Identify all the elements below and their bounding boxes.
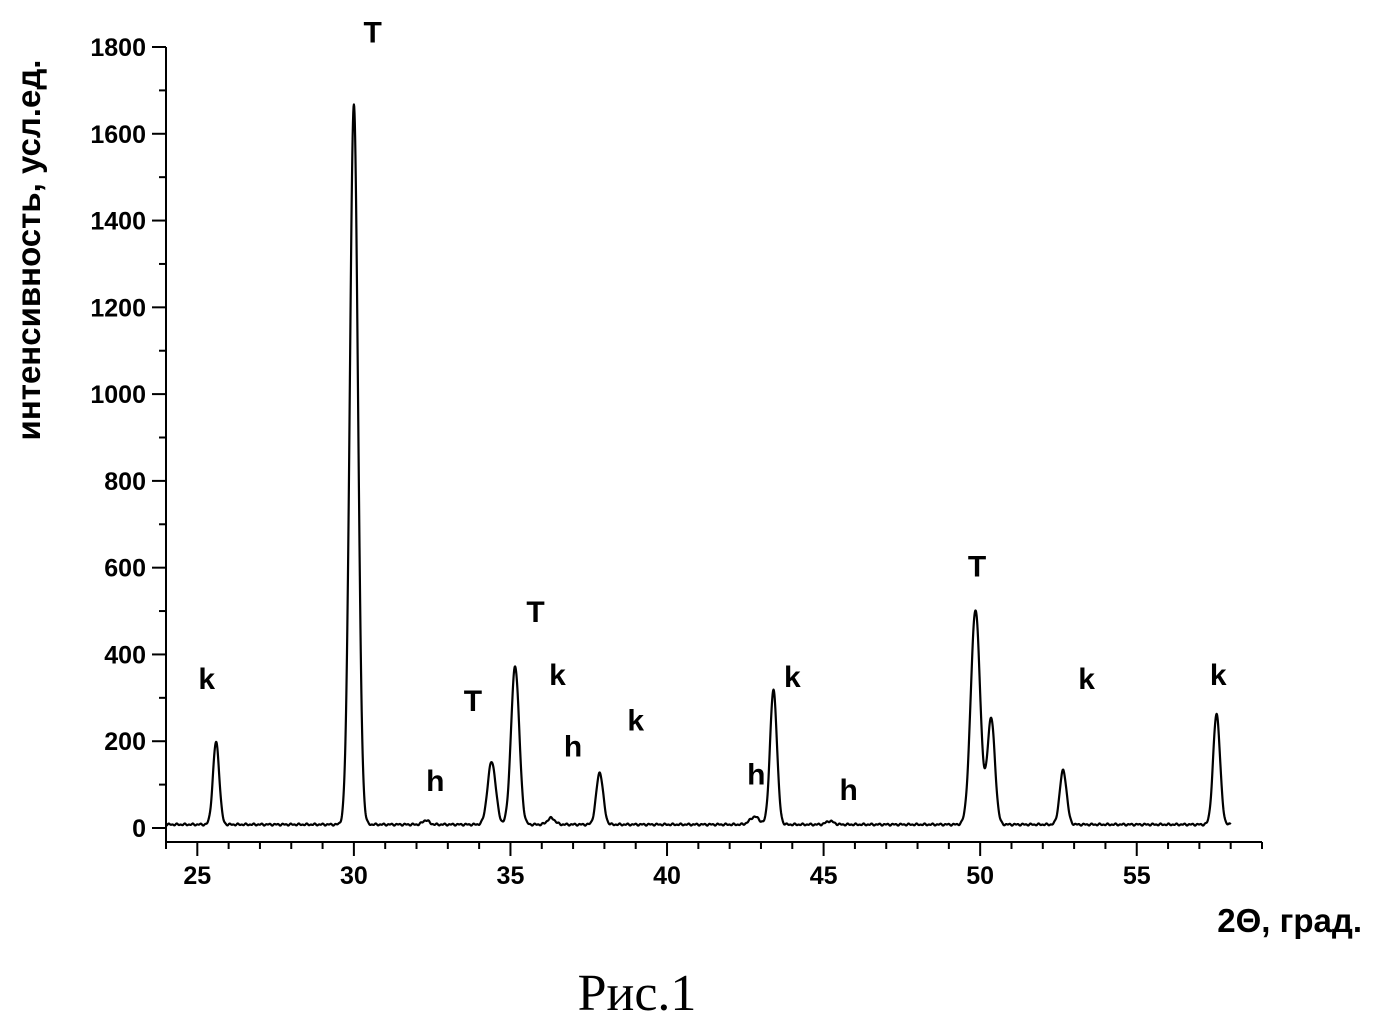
y-tick-label: 0 <box>132 815 146 843</box>
diffraction-pattern-line <box>165 103 1232 827</box>
x-axis-title: 2Θ, град. <box>1217 902 1362 939</box>
peak-label: h <box>747 759 765 792</box>
peak-label: k <box>627 704 644 737</box>
peak-label: h <box>426 765 444 798</box>
peak-annotations: Tk h T Tk h k h k h Tk k <box>198 17 1226 807</box>
x-tick-label: 25 <box>183 862 211 890</box>
y-axis-ticks: 0 200 400 600 800 1000 1200 1400 1600 1800 <box>90 34 166 843</box>
figure-caption: Рис.1 <box>578 965 697 1022</box>
y-tick-label: 1400 <box>90 208 146 236</box>
peak-label: k <box>784 661 801 694</box>
y-tick-label: 1600 <box>90 121 146 149</box>
plot-frame <box>165 47 1262 843</box>
peak-label: T <box>364 17 382 50</box>
x-tick-label: 30 <box>340 862 368 890</box>
y-tick-label: 1200 <box>90 294 146 322</box>
y-tick-label: 200 <box>104 728 146 756</box>
x-axis-ticks: 25 30 35 40 45 50 55 <box>165 842 1263 890</box>
peak-label: h <box>564 730 582 763</box>
peak-label: T <box>968 550 986 583</box>
x-tick-label: 35 <box>497 862 525 890</box>
peak-label: k <box>1210 659 1227 692</box>
peak-label: h <box>839 774 857 807</box>
y-tick-label: 1800 <box>90 34 146 62</box>
y-tick-label: 600 <box>104 555 146 583</box>
peak-label: k <box>549 659 566 692</box>
y-axis-title: интенсивность, усл.ед. <box>10 60 47 441</box>
peak-label: T <box>464 685 482 718</box>
x-tick-label: 55 <box>1123 862 1151 890</box>
x-tick-label: 40 <box>653 862 681 890</box>
peak-label: k <box>198 663 215 696</box>
y-tick-label: 1000 <box>90 381 146 409</box>
peak-label: T <box>526 596 544 629</box>
x-tick-label: 45 <box>810 862 838 890</box>
y-tick-label: 800 <box>104 468 146 496</box>
x-tick-label: 50 <box>966 862 994 890</box>
y-tick-label: 400 <box>104 641 146 669</box>
peak-label: k <box>1078 663 1095 696</box>
